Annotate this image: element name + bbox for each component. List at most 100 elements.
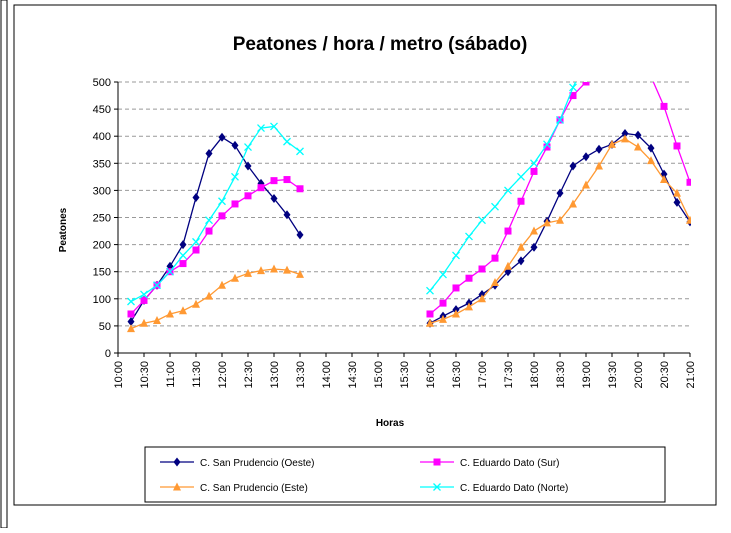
y-axis-label: Peatones [58,207,69,252]
marker [218,197,226,206]
y-tick-label: 250 [93,213,111,225]
marker [439,314,447,323]
marker [283,265,291,274]
marker [478,216,486,225]
marker [426,310,434,318]
marker [433,458,441,466]
x-tick-label: 16:00 [425,361,437,389]
marker [127,317,135,327]
marker [569,83,577,92]
x-tick-label: 15:30 [399,361,411,389]
chart-frame [13,4,717,506]
marker [543,218,551,227]
x-tick-label: 19:00 [581,361,593,389]
marker [517,197,525,205]
y-tick-label: 100 [93,294,111,306]
x-tick-label: 15:00 [373,361,385,389]
marker [478,294,486,303]
marker [660,175,668,184]
marker [244,143,252,151]
marker [452,251,460,260]
plot-area [127,82,691,333]
marker [127,310,135,318]
x-axis-label: Horas [376,418,405,429]
marker [686,178,691,186]
marker [205,216,213,225]
marker [127,324,135,333]
marker [244,161,252,171]
x-tick-label: 16:30 [451,361,463,389]
legend-label: C. Eduardo Dato (Sur) [460,458,560,469]
x-tick-label: 10:00 [113,361,125,389]
marker [569,199,577,208]
marker [166,267,174,276]
marker [173,482,181,491]
marker [179,306,187,315]
marker [647,143,655,153]
marker [465,274,473,282]
x-tick-label: 11:30 [191,361,203,388]
marker [244,192,252,200]
marker [634,130,642,140]
marker [530,167,538,175]
marker [218,132,226,142]
marker [231,140,239,150]
marker [257,124,265,133]
legend-label: C. Eduardo Dato (Norte) [460,483,568,494]
marker [491,254,499,262]
marker [173,457,181,467]
marker [153,315,161,324]
marker [465,232,473,241]
marker [270,122,278,131]
marker [231,172,239,181]
marker [556,215,564,224]
marker [673,188,681,197]
marker [439,270,447,279]
marker [569,92,577,100]
marker [673,142,681,150]
marker [504,261,512,270]
x-tick-label: 17:00 [477,361,489,389]
marker [504,186,512,195]
y-tick-label: 450 [93,104,111,116]
marker [192,246,200,254]
x-tick-label: 19:30 [607,361,619,389]
marker [257,184,265,192]
x-tick-label: 17:30 [503,361,515,389]
legend-label: C. San Prudencio (Este) [200,483,308,494]
marker [140,318,148,327]
marker [673,197,681,207]
marker [517,242,525,251]
marker [595,144,603,154]
x-tick-label: 11:00 [165,361,177,388]
marker [270,177,278,185]
marker [179,260,187,268]
y-tick-label: 0 [105,348,111,360]
marker [452,309,460,318]
marker [621,128,629,138]
x-tick-label: 18:00 [529,361,541,389]
marker [283,210,291,220]
x-tick-label: 14:00 [321,361,333,389]
marker [530,159,538,168]
marker [634,142,642,151]
marker [504,227,512,235]
marker [582,82,590,86]
marker [296,269,304,278]
marker [283,137,291,146]
marker [595,161,603,170]
marker [621,134,629,143]
marker [491,278,499,287]
x-tick-label: 12:00 [217,361,229,389]
marker [296,230,304,240]
x-tick-label: 12:30 [243,361,255,389]
y-tick-label: 350 [93,158,111,170]
marker [257,266,265,275]
x-tick-label: 13:30 [295,361,307,389]
legend [144,446,666,503]
marker [556,188,564,198]
marker [153,281,161,290]
marker [608,139,616,148]
marker [491,202,499,211]
